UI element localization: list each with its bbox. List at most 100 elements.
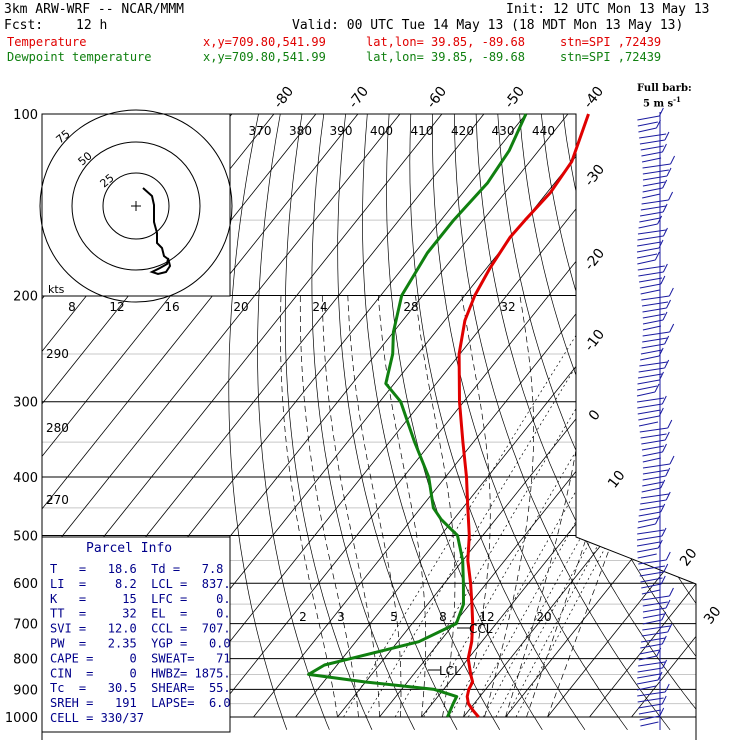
wind-barb: [642, 601, 668, 607]
mixing-ratio-line: [495, 295, 696, 718]
wind-barb: [642, 625, 671, 631]
mixing-ratio-line: [449, 295, 691, 718]
parcel-info-row: CIN = 0 HWBZ= 1875.: [50, 666, 231, 680]
wind-barb: [638, 223, 658, 229]
wind-barb-flag: [662, 659, 668, 669]
wind-barb: [641, 589, 661, 595]
wind-barb-flag: [669, 587, 674, 597]
hodograph: 25 50 75 kts: [39, 109, 233, 303]
wind-barb: [641, 631, 668, 637]
dry-adiabat: [497, 114, 696, 731]
wind-barb-flag: [662, 179, 668, 189]
mixing-ratio-label: 12: [479, 610, 494, 624]
wind-barb: [638, 421, 659, 427]
wind-barb-flag: [664, 431, 670, 441]
wind-barb: [642, 337, 668, 343]
moist-adiabat: [461, 295, 491, 718]
wind-barb: [641, 487, 661, 493]
wind-barb-flag: [665, 467, 671, 477]
isotherm-label: -50: [502, 84, 529, 112]
wind-barb-flag: [669, 455, 675, 465]
wind-barb: [639, 133, 667, 139]
mixing-ratio-line: [482, 295, 696, 718]
wind-barb: [640, 637, 666, 643]
barb-legend-unit-sup: -1: [673, 95, 681, 104]
wind-barb: [640, 433, 667, 439]
legend-temperature-station: stn=SPI ,72439: [560, 35, 662, 49]
wind-barb-flag: [662, 311, 668, 321]
wind-barb: [640, 211, 664, 217]
wind-barb: [639, 361, 668, 367]
mixing-ratio-label: 16: [164, 300, 179, 314]
wind-barb-flag: [667, 623, 673, 633]
dry-adiabat: [715, 114, 740, 730]
wind-barb: [637, 553, 657, 559]
isotherm-label: -80: [271, 84, 298, 112]
isotherm: [295, 114, 696, 718]
wind-barb-flag: [665, 491, 671, 501]
wind-barb-flag: [654, 383, 660, 393]
dry-adiabat: [519, 114, 696, 731]
wind-barb-flag: [664, 131, 670, 141]
theta-label: 440: [532, 124, 555, 138]
wind-barb: [642, 457, 661, 463]
wind-barb-flag: [670, 155, 676, 165]
wind-barb-flag: [666, 299, 671, 309]
mixing-ratio-line: [467, 295, 696, 718]
wind-barb: [642, 475, 666, 481]
wind-barb: [640, 205, 666, 211]
wind-barb-flag: [660, 575, 666, 585]
wind-barb: [640, 289, 660, 295]
pressure-label: 700: [13, 618, 38, 633]
init-time: Init: 12 UTC Mon 13 May 13: [506, 2, 710, 17]
wind-barb: [636, 535, 663, 541]
theta-labels: 370 380 390 400 410 420 430 440 290 280 270: [46, 124, 555, 507]
isotherm: [42, 114, 317, 718]
theta-label: 430: [492, 124, 515, 138]
isotherm: [505, 114, 696, 718]
valid-time: Valid: 00 UTC Tue 14 May 13 (18 MDT Mon …: [292, 18, 684, 33]
wind-barb: [642, 307, 667, 313]
wind-barb: [641, 583, 662, 589]
wind-barb-flag: [669, 323, 675, 333]
wind-barb: [641, 157, 662, 163]
wind-barb: [637, 523, 656, 529]
wind-barb: [639, 649, 660, 655]
dry-adiabat: [628, 114, 696, 731]
mixing-ratio-line: [515, 295, 696, 718]
model-title: 3km ARW-WRF -- NCAR/MMM: [4, 2, 185, 17]
mixing-ratio-label: 20: [536, 610, 551, 624]
wind-barb-flag: [661, 527, 667, 537]
wind-barb-flag: [667, 419, 673, 429]
hodograph-ring-75: [39, 109, 233, 303]
theta-label: 370: [249, 124, 272, 138]
wind-barb: [639, 277, 663, 283]
forecast-hour: 12 h: [76, 18, 108, 33]
wind-barb-flag: [660, 479, 666, 489]
moist-adiabat: [526, 295, 650, 718]
wind-barb: [642, 193, 661, 199]
wind-barb-flag: [662, 203, 668, 213]
theta-label: 290: [46, 347, 69, 361]
pressure-label: 800: [13, 653, 38, 668]
wind-barb: [642, 331, 670, 337]
wind-barb: [642, 463, 671, 469]
wind-barb: [642, 451, 663, 457]
isotherm-label: 10: [605, 468, 629, 492]
wind-barb: [642, 619, 662, 625]
parcel-info-row: SVI = 12.0 CCL = 707.: [50, 622, 231, 636]
dry-adiabat: [453, 114, 671, 731]
theta-label: 270: [46, 493, 69, 507]
wind-barb-flag: [661, 395, 667, 405]
hodograph-unit: kts: [48, 283, 65, 296]
wind-barb: [641, 301, 669, 307]
wind-barb: [637, 379, 660, 385]
mixing-ratio-label: 20: [233, 300, 248, 314]
wind-barb: [636, 679, 659, 685]
lcl-marker: LCL: [428, 664, 461, 678]
wind-barb: [641, 445, 665, 451]
wind-barb: [636, 247, 660, 253]
pressure-label: 100: [13, 108, 38, 123]
theta-label: 420: [451, 124, 474, 138]
